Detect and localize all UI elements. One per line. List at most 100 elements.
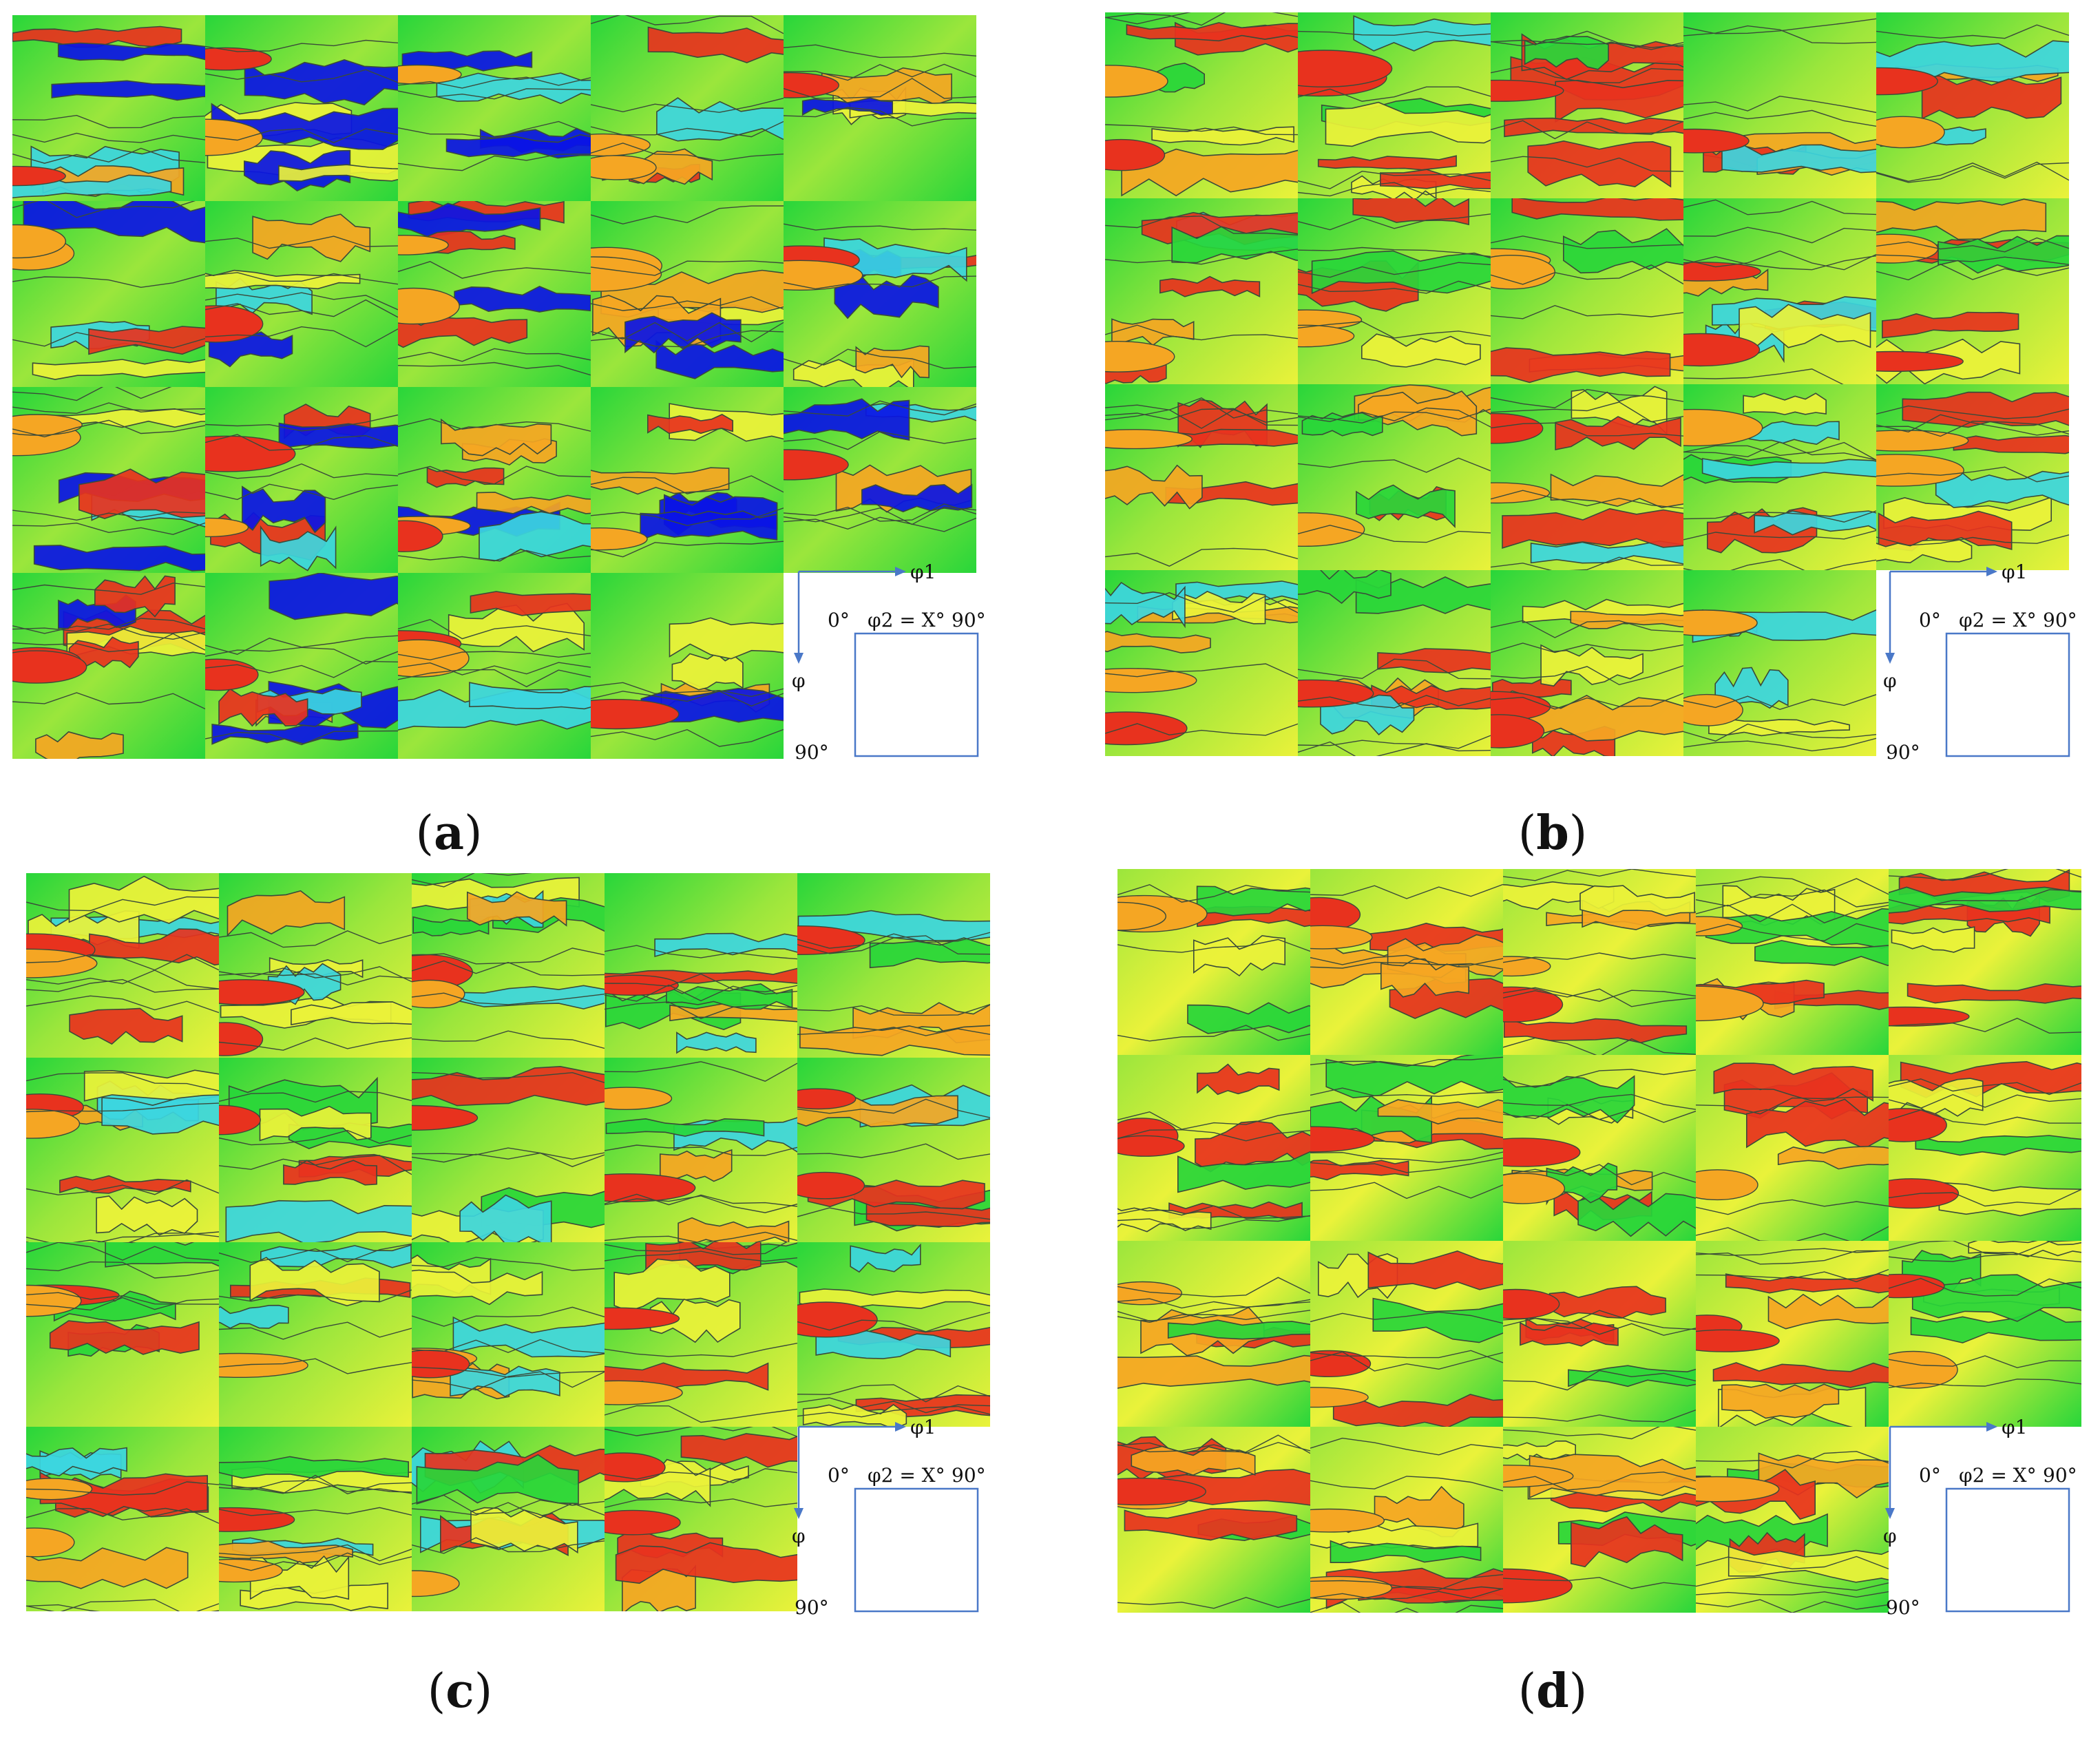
phi-arrow-icon <box>1885 1508 1895 1519</box>
contour-line <box>205 414 398 432</box>
odf-section-cell <box>797 1058 990 1242</box>
bottom-angle-label: 90° <box>1886 1596 1920 1619</box>
phi2-label: φ2 = X° <box>1959 1464 2037 1487</box>
contour-line <box>1105 249 1298 265</box>
contour-line <box>591 330 784 348</box>
odf-section-cell <box>205 573 398 759</box>
contour-line <box>1876 405 2069 419</box>
contour-line <box>1105 124 1298 136</box>
contour-region <box>1882 311 2019 339</box>
contour-line <box>398 348 591 362</box>
contour-line <box>1503 1069 1696 1088</box>
contour-line <box>219 1091 412 1103</box>
contour-line <box>1117 883 1310 903</box>
contour-region <box>211 722 359 745</box>
odf-section-cell <box>412 873 605 1058</box>
contour-line <box>591 475 784 494</box>
contour-line <box>1310 1350 1503 1363</box>
contour-region <box>1105 631 1211 653</box>
odf-section-cell <box>412 1058 605 1242</box>
end-angle-label: 90° <box>952 609 986 631</box>
intensity-peak <box>797 1301 878 1338</box>
intensity-peak <box>26 1284 82 1317</box>
odf-section-cell <box>1310 1427 1503 1613</box>
odf-section-cell <box>1298 384 1491 570</box>
intensity-peak <box>12 165 66 187</box>
contour-line <box>1696 923 1889 942</box>
contour-line <box>26 1179 219 1195</box>
contour-region <box>1159 275 1261 297</box>
phi2-label: φ2 = X° <box>868 1464 945 1487</box>
intensity-peak <box>219 1104 261 1135</box>
contour-line <box>591 729 784 747</box>
contour-line <box>784 503 976 522</box>
contour-region <box>59 1175 191 1194</box>
intensity-peak <box>1117 1281 1182 1306</box>
contour-line <box>605 1231 797 1242</box>
contour-line <box>1105 547 1298 567</box>
contour-line <box>1117 1109 1310 1130</box>
contour-line <box>1503 1370 1696 1391</box>
contour-region <box>640 510 778 541</box>
contour-region <box>1530 540 1683 565</box>
contour-region <box>278 164 398 182</box>
contour-region <box>1911 1274 2081 1322</box>
contour-line <box>1105 12 1226 26</box>
contour-line <box>591 682 784 698</box>
intensity-peak <box>1876 350 1964 372</box>
intensity-peak <box>26 1478 93 1500</box>
odf-section-cell <box>398 201 591 387</box>
intensity-peak <box>1889 1273 1945 1299</box>
start-angle-label: 0° <box>1919 609 1941 631</box>
contour-line <box>591 507 784 526</box>
contour-line <box>398 662 591 676</box>
intensity-peak <box>1696 1169 1758 1201</box>
contour-line <box>1298 457 1491 473</box>
contour-line <box>1503 1037 1696 1055</box>
start-angle-label: 0° <box>1919 1464 1941 1487</box>
contour-line <box>12 623 205 640</box>
contour-region <box>278 422 398 449</box>
contour-line <box>1117 1301 1310 1322</box>
contour-line <box>591 260 784 276</box>
contour-region <box>467 891 567 927</box>
contour-line <box>26 1481 219 1496</box>
odf-section-cell <box>784 15 976 201</box>
intensity-peak <box>219 1352 308 1378</box>
intensity-peak <box>398 64 462 85</box>
intensity-peak <box>1298 512 1365 547</box>
contour-line <box>26 1599 219 1611</box>
contour-line <box>26 1261 219 1279</box>
odf-section-cell <box>219 1058 412 1242</box>
contour-line <box>797 1384 990 1403</box>
contour-line <box>26 1072 219 1091</box>
odf-section-cell <box>1876 384 2069 570</box>
intensity-peak <box>1117 901 1166 931</box>
contour-line <box>412 1071 605 1083</box>
contour-region <box>1577 1193 1696 1237</box>
odf-section-cell <box>1105 198 1298 384</box>
contour-region <box>1540 644 1644 687</box>
contour-region <box>218 688 308 727</box>
contour-region <box>1902 391 2069 428</box>
contour-line <box>1696 1096 1889 1115</box>
contour-line <box>1876 263 2069 281</box>
intensity-peak <box>605 1307 680 1330</box>
contour-line <box>219 1474 412 1495</box>
contour-line <box>1491 304 1683 320</box>
contour-line <box>1298 741 1491 756</box>
contour-line <box>219 1321 412 1340</box>
contour-line <box>605 1061 797 1082</box>
contour-region <box>1739 304 1871 348</box>
contour-line <box>1298 182 1491 197</box>
intensity-peak <box>1491 79 1564 102</box>
odf-section-cell <box>1310 1055 1503 1241</box>
contour-region <box>241 485 326 534</box>
contour-line <box>1889 1018 2081 1034</box>
phi1-arrow-icon <box>1986 567 1997 576</box>
contour-line <box>1117 1277 1310 1297</box>
contour-region <box>283 1160 377 1186</box>
contour-line <box>1876 237 2069 253</box>
contour-region <box>1968 1241 2081 1257</box>
intensity-peak <box>1503 1138 1581 1167</box>
